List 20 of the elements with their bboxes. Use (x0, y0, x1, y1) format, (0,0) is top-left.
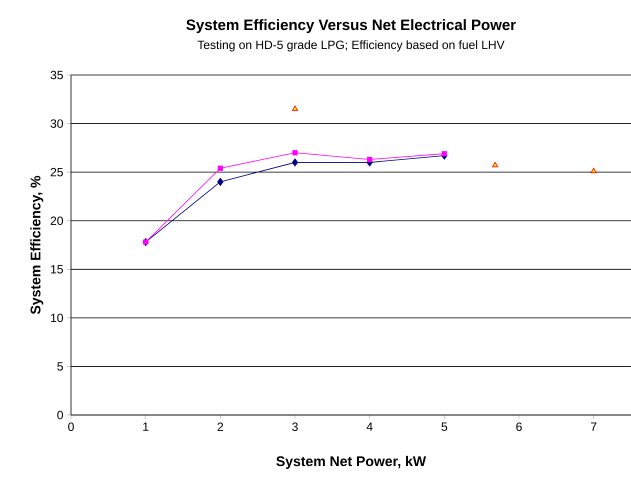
x-tick-label: 7 (590, 422, 596, 431)
y-tick-label: 30 (50, 119, 64, 128)
x-tick-label: 4 (366, 422, 373, 431)
x-tick-label: 1 (143, 422, 148, 431)
y-tick-label: 20 (50, 216, 64, 225)
x-tick-label: 3 (292, 422, 298, 432)
chart-title: System Efficiency Versus Net Electrical Power (186, 19, 516, 34)
y-tick-label: 0 (57, 410, 64, 420)
y-tick-label: 15 (51, 265, 63, 274)
y-tick-label: 35 (50, 70, 63, 80)
x-tick-label: 6 (516, 422, 522, 432)
y-tick-label: 5 (57, 362, 63, 371)
y-tick-label: 25 (50, 168, 63, 176)
x-axis-title: System Net Power, kW (276, 456, 426, 469)
chart-subtitle: Testing on HD-5 grade LPG; Efficiency based on fuel LHV (198, 40, 505, 52)
y-tick-label: 10 (51, 314, 64, 322)
x-tick-label: 0 (68, 422, 74, 432)
x-tick-label: 5 (441, 422, 448, 431)
x-tick-label: 2 (218, 422, 224, 431)
y-axis-title: System Efficiency, % (30, 176, 44, 314)
